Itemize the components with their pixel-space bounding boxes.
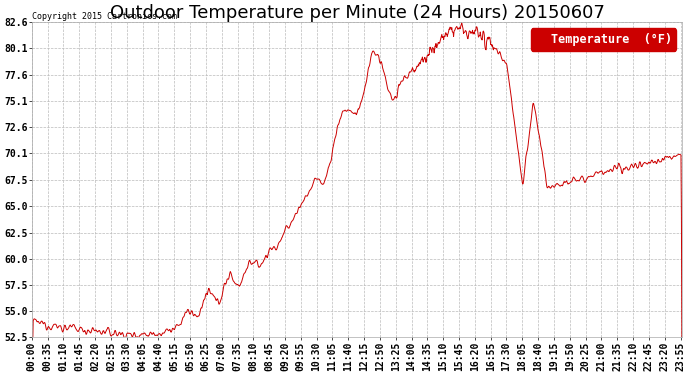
Text: Copyright 2015 Cartronics.com: Copyright 2015 Cartronics.com xyxy=(32,12,177,21)
Legend: Temperature  (°F): Temperature (°F) xyxy=(531,28,676,51)
Title: Outdoor Temperature per Minute (24 Hours) 20150607: Outdoor Temperature per Minute (24 Hours… xyxy=(110,4,604,22)
